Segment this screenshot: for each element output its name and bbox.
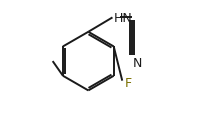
Text: F: F [125, 76, 132, 89]
Text: N: N [133, 56, 142, 69]
Text: HN: HN [114, 12, 132, 25]
